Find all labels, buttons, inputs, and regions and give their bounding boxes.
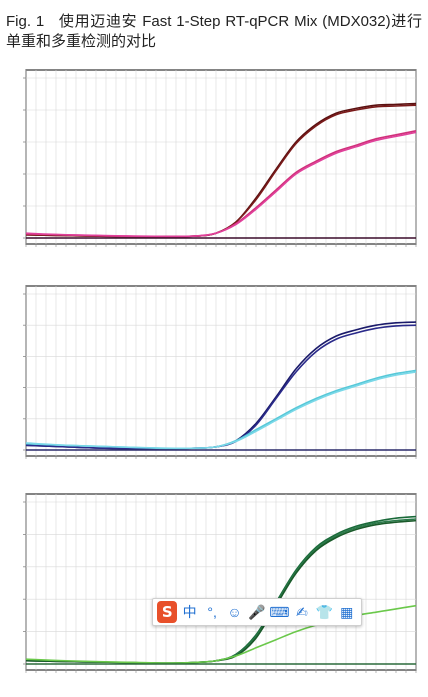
skin-shirt-icon[interactable]: 👕 [315,603,333,620]
keyboard-icon[interactable]: ⌨ [269,603,290,620]
series-line-4 [25,131,417,238]
chart-panel-3 [6,490,422,692]
chart-panel-2 [6,282,422,478]
figure-caption-text: 使用迈迪安 Fast 1-Step RT-qPCR Mix (MDX032)进行… [6,13,423,50]
microphone-icon[interactable]: 🎤 [248,603,266,620]
series-line-4 [25,604,417,664]
chart-panel-1 [6,66,422,266]
amplification-chart-1 [23,69,417,247]
emoji-icon[interactable]: ☺ [227,604,242,620]
handwriting-icon[interactable]: ✍ [295,603,308,620]
amplification-chart-2 [23,285,417,459]
ime-toolbar[interactable]: S 中 °, ☺ 🎤 ⌨ ✍ 👕 ▦ [152,598,362,626]
plot-frame [25,285,417,457]
toolbox-grid-icon[interactable]: ▦ [340,603,354,620]
sogou-logo-icon[interactable]: S [157,601,178,623]
figure-label: Fig. 1 [6,13,45,30]
series-line-4 [25,371,417,450]
plot-frame [25,493,417,671]
chinese-mode-button[interactable]: 中 [182,604,197,620]
figure-caption: Fig. 1 使用迈迪安 Fast 1-Step RT-qPCR Mix (MDX… [6,12,422,52]
amplification-chart-3 [23,493,417,673]
plot-frame [25,69,417,245]
punctuation-button[interactable]: °, [207,604,217,620]
